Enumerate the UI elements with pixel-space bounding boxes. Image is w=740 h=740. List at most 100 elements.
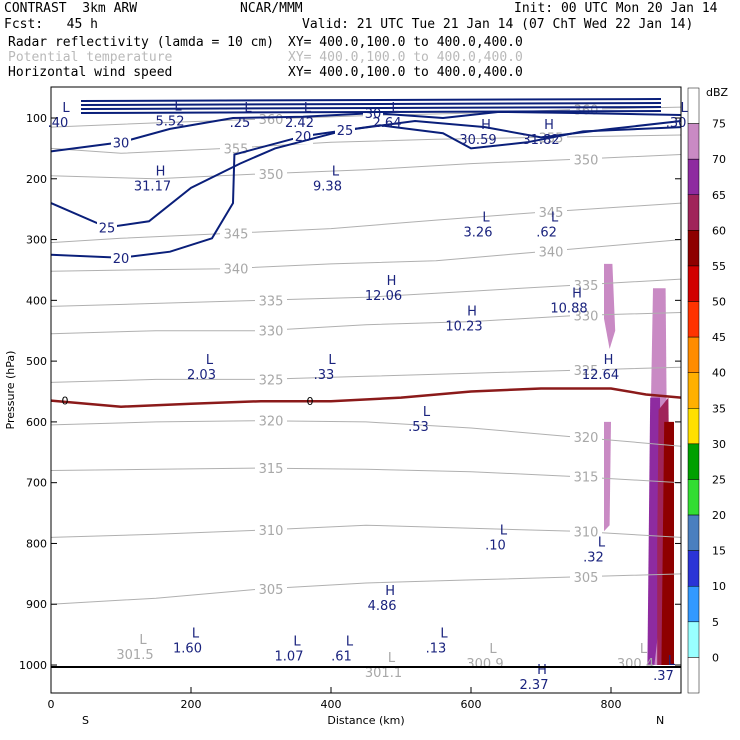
colorbar-tick-label: 65 [712, 189, 726, 202]
x-tick-label: 200 [181, 698, 202, 711]
theta-contour-line [50, 134, 682, 154]
extremum-value: 31.82 [522, 133, 559, 148]
theta-extremum-value: 301.5 [116, 648, 153, 663]
colorbar-tick-label: 40 [712, 367, 726, 380]
extremum-value: 5.52 [156, 115, 185, 130]
colorbar-tick-label: 30 [712, 438, 726, 451]
extremum-value: 2.37 [520, 678, 549, 693]
theta-contour-layer: 3603603553553503503453453403403353353303… [50, 103, 682, 605]
colorbar-swatch [687, 87, 700, 124]
wind-contour-label: 30 [113, 136, 130, 151]
extremum-value: 1.07 [275, 650, 304, 665]
theta-label-bg [535, 245, 567, 260]
x-tick-label: 0 [48, 698, 55, 711]
wind-label-bg [97, 220, 117, 236]
y-tick-label: 900 [26, 598, 47, 611]
theta-label-bg [570, 153, 602, 168]
wind-contour-label: 25 [99, 221, 116, 236]
extremum-type: H [544, 118, 554, 133]
forecast-hour: Fcst: 45 h [4, 17, 98, 32]
colorbar-tick-label: 60 [712, 224, 726, 237]
theta-extremum-type: L [139, 633, 147, 648]
theta-contour-label: 325 [574, 364, 599, 379]
jet-band-line [80, 110, 662, 114]
theta-label-bg [255, 583, 287, 598]
extremum-type: H [572, 286, 582, 301]
theta-contour-label: 325 [259, 373, 284, 388]
extremum-type: L [62, 101, 70, 116]
colorbar-tick-label: 10 [712, 580, 726, 593]
theta-contour-label: 330 [574, 310, 599, 325]
extremum-type: H [387, 274, 397, 289]
extremum-type: L [551, 210, 559, 225]
jet-band-line [80, 102, 662, 106]
theta-contour-label: 350 [259, 168, 284, 183]
wind-contour-label: 25 [337, 124, 354, 139]
theta-label-bg [255, 462, 287, 477]
extremum-type: L [244, 101, 252, 116]
theta-label-bg [255, 294, 287, 309]
header: CONTRAST 3km ARW NCAR/MMM Init: 00 UTC M… [0, 0, 740, 86]
theta-extremum-value: 301.1 [365, 666, 402, 681]
colorbar-swatch [687, 372, 700, 409]
y-tick-label: 700 [26, 477, 47, 490]
init-time: Init: 00 UTC Mon 20 Jan 14 [514, 1, 718, 16]
wind-label-bg [111, 135, 131, 151]
theta-label-bg [255, 167, 287, 182]
theta-label-bg [255, 524, 287, 539]
extremum-type: L [423, 405, 431, 420]
colorbar-tick-label: 0 [712, 651, 719, 664]
theta-contour-label: 335 [574, 279, 599, 294]
y-tick-label: 400 [26, 294, 47, 307]
extremum-type: H [467, 305, 477, 320]
colorbar-swatch [687, 408, 700, 445]
field-3-name: Horizontal wind speed [8, 65, 173, 80]
theta-extremum-type: L [388, 651, 396, 666]
colorbar-swatch [687, 123, 700, 160]
field-2-xy: XY= 400.0,100.0 to 400.0,400.0 [288, 50, 523, 65]
colorbar-swatch [687, 657, 700, 694]
extremum-value: 1.60 [173, 642, 202, 657]
theta-contour-label: 310 [259, 524, 284, 539]
extremum-value: 31.17 [134, 180, 171, 195]
extremum-type: L [668, 654, 676, 669]
colorbar-swatch [687, 158, 700, 196]
theta-contour-label: 315 [259, 462, 284, 477]
jet-band-line [80, 98, 662, 102]
colorbar-tick-label: 35 [712, 402, 726, 415]
theta-label-bg [255, 373, 287, 388]
field-2-name: Potential temperature [8, 50, 173, 65]
extremum-type: L [598, 535, 606, 550]
extremum-value: .33 [314, 368, 335, 383]
colorbar-tick-label: 15 [712, 545, 726, 558]
zero-contour-label: 0 [62, 395, 69, 408]
theta-extremum-value: 300.4 [617, 657, 654, 672]
colorbar-swatch [687, 479, 700, 516]
theta-label-bg [570, 470, 602, 485]
theta-label-bg [220, 227, 252, 242]
model-name: CONTRAST 3km ARW [4, 1, 138, 16]
extremum-value: .37 [653, 669, 674, 684]
theta-label-bg [255, 414, 287, 429]
extremum-type: L [293, 635, 301, 650]
theta-label-bg [535, 206, 567, 221]
theta-label-bg [220, 262, 252, 277]
extremum-type: L [482, 210, 490, 225]
colorbar-swatch [687, 550, 700, 587]
theta-contour-label: 350 [574, 153, 599, 168]
zero-contour-line [50, 387, 682, 408]
y-axis-label: Pressure (hPa) [4, 351, 17, 430]
theta-label-bg [570, 525, 602, 540]
field-3-xy: XY= 400.0,100.0 to 400.0,400.0 [288, 65, 523, 80]
extremum-value: .61 [331, 650, 352, 665]
wind-contour-line [50, 110, 682, 153]
theta-contour-label: 310 [574, 525, 599, 540]
theta-contour-label: 340 [224, 263, 249, 278]
reflectivity-cell [604, 263, 616, 349]
extremum-value: 10.23 [445, 320, 482, 335]
x-tick-label: 600 [461, 698, 482, 711]
wind-contour-label: 30 [365, 107, 382, 122]
theta-contour-label: 305 [574, 571, 599, 586]
